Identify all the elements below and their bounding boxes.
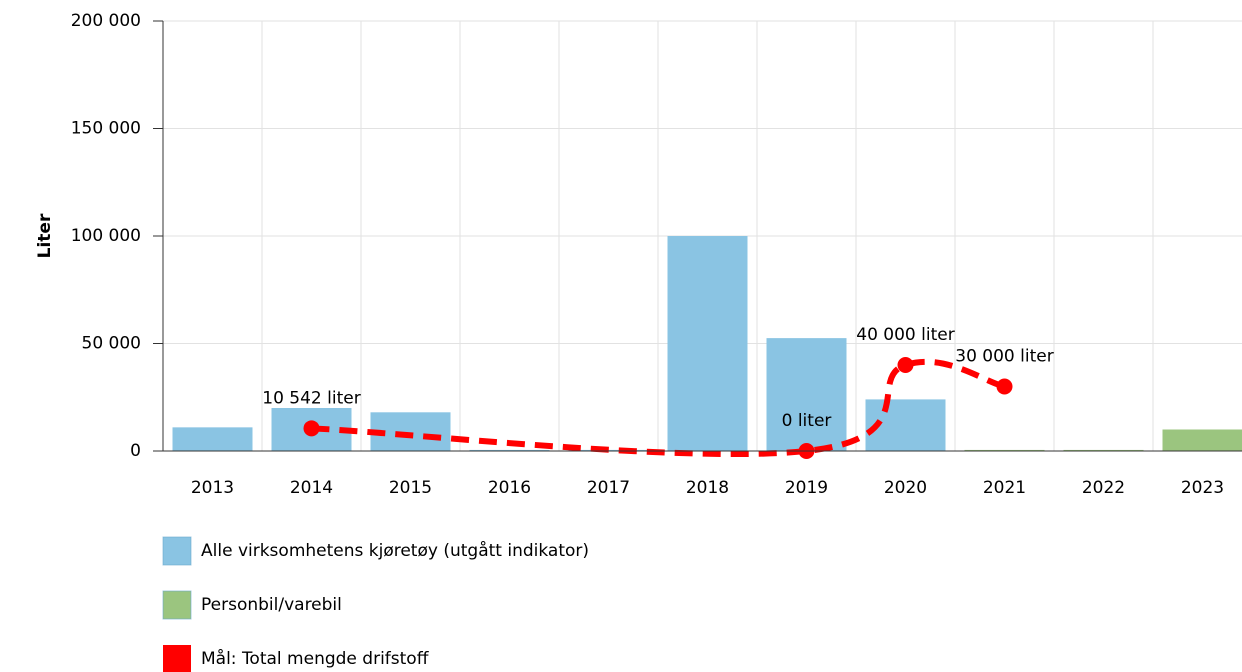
bar (667, 236, 748, 451)
legend-label: Mål: Total mengde drifstoff (201, 648, 430, 669)
x-tick-label: 2018 (686, 478, 729, 498)
x-tick-label: 2023 (1181, 478, 1224, 498)
x-tick-label: 2013 (191, 478, 234, 498)
y-tick-label: 200 000 (71, 11, 141, 31)
bar (172, 427, 253, 451)
bar (469, 449, 550, 451)
bar (766, 338, 847, 451)
target-point (897, 357, 914, 373)
target-point (996, 378, 1013, 395)
x-tick-label: 2016 (488, 478, 531, 498)
legend-swatch (163, 645, 191, 672)
x-tick-label: 2014 (290, 478, 333, 498)
data-label: 10 542 liter (262, 388, 360, 408)
target-point (303, 420, 320, 437)
legend-swatch (162, 536, 192, 566)
x-tick-label: 2017 (587, 478, 630, 498)
x-tick-label: 2015 (389, 478, 432, 498)
x-tick-label: 2020 (884, 478, 927, 498)
data-label: 30 000 liter (955, 347, 1053, 367)
y-tick-label: 0 (130, 441, 141, 461)
x-tick-label: 2022 (1082, 478, 1125, 498)
target-line (311, 358, 1006, 458)
bar (964, 449, 1045, 451)
bar (1063, 449, 1144, 451)
legend-label: Personbil/varebil (201, 595, 342, 615)
data-label: 0 liter (782, 411, 832, 431)
x-tick-label: 2021 (983, 478, 1026, 498)
y-tick-label: 150 000 (71, 119, 141, 139)
legend-swatch (162, 590, 192, 620)
y-axis-label: Liter (35, 213, 55, 258)
bar (1162, 429, 1242, 451)
legend-label: Alle virksomhetens kjøretøy (utgått indi… (201, 540, 589, 561)
data-label: 40 000 liter (856, 325, 954, 345)
y-tick-label: 100 000 (71, 226, 141, 246)
x-tick-label: 2019 (785, 478, 828, 498)
y-tick-label: 50 000 (82, 334, 141, 354)
